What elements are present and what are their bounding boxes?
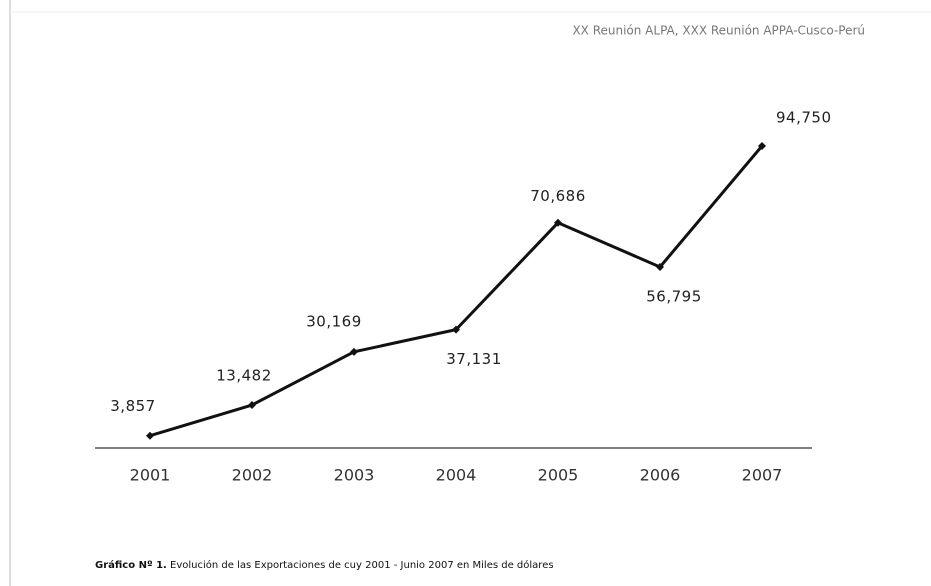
data-label: 94,750 bbox=[776, 109, 832, 127]
x-tick-label: 2001 bbox=[130, 466, 171, 485]
data-label: 70,686 bbox=[530, 187, 586, 205]
data-label: 30,169 bbox=[306, 312, 362, 330]
x-tick-label: 2002 bbox=[232, 466, 273, 485]
data-label: 37,131 bbox=[446, 350, 502, 368]
x-tick-label: 2006 bbox=[640, 466, 681, 485]
marker bbox=[146, 431, 154, 440]
marker bbox=[452, 325, 460, 334]
marker bbox=[248, 401, 256, 410]
data-label: 3,857 bbox=[110, 397, 155, 415]
header: XX Reunión ALPA, XXX Reunión APPA-Cusco-… bbox=[572, 24, 865, 38]
x-tick-label: 2007 bbox=[742, 466, 783, 485]
marker bbox=[350, 347, 358, 356]
x-tick-label: 2003 bbox=[334, 466, 375, 485]
marker bbox=[758, 142, 766, 150]
caption-label: Gráfico Nº 1. bbox=[95, 559, 167, 571]
marker bbox=[656, 262, 664, 271]
x-tick-label: 2005 bbox=[538, 466, 579, 485]
data-label: 56,795 bbox=[646, 287, 702, 305]
x-tick-label: 2004 bbox=[436, 466, 477, 485]
caption: Gráfico Nº 1. Evolución de las Exportaci… bbox=[95, 559, 554, 571]
marker bbox=[554, 218, 562, 227]
caption-text: Evolución de las Exportaciones de cuy 20… bbox=[170, 559, 554, 571]
data-label: 13,482 bbox=[216, 367, 272, 385]
